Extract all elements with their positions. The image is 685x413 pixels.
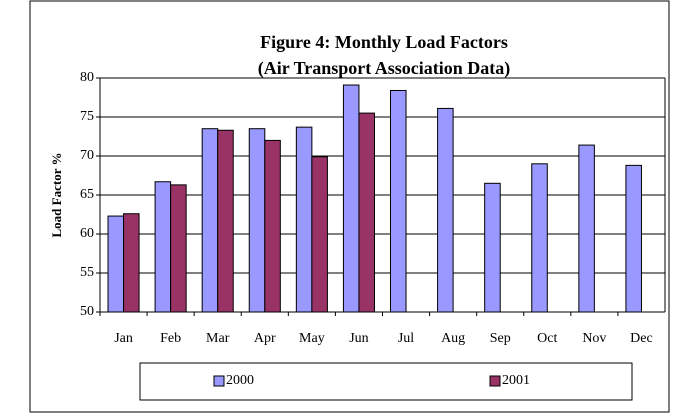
legend-label: 2000 [226, 373, 254, 388]
bar [217, 129, 234, 313]
bar [154, 181, 172, 313]
x-tick-label: Jun [349, 331, 368, 346]
bar [437, 107, 454, 313]
bar [264, 139, 281, 313]
legend-swatch [489, 375, 501, 387]
bar [342, 84, 360, 313]
y-tick-label: 50 [80, 304, 94, 319]
y-axis-label: Load Factor % [49, 153, 64, 238]
x-tick-label: Oct [537, 331, 557, 346]
x-tick-label: Jan [114, 331, 133, 346]
x-tick-label: Jul [398, 331, 414, 346]
bar [170, 184, 187, 313]
x-tick-label: Nov [582, 331, 606, 346]
bar [201, 128, 219, 313]
bar [248, 128, 266, 313]
y-tick-label: 60 [80, 226, 94, 241]
y-tick-label: 75 [80, 109, 94, 124]
x-tick-label: Dec [630, 331, 653, 346]
legend-swatch [213, 375, 225, 387]
y-tick-label: 80 [80, 70, 94, 85]
y-tick-label: 55 [80, 265, 94, 280]
x-tick-label: Sep [490, 331, 511, 346]
x-tick-label: Aug [441, 331, 465, 346]
bar [123, 213, 140, 313]
legend-label: 2001 [502, 373, 530, 388]
y-tick-label: 65 [80, 187, 94, 202]
bar [311, 156, 328, 313]
y-tick-label: 70 [80, 148, 94, 163]
bar [531, 163, 548, 313]
bar [358, 112, 375, 313]
bar [107, 215, 125, 313]
x-tick-label: Mar [206, 331, 230, 346]
chart-title: Figure 4: Monthly Load Factors [260, 32, 508, 52]
x-tick-label: May [299, 331, 325, 346]
bar [578, 144, 595, 313]
bar [625, 164, 642, 313]
bar [484, 182, 501, 313]
x-tick-label: Feb [160, 331, 181, 346]
chart-title: (Air Transport Association Data) [258, 58, 511, 79]
x-tick-label: Apr [254, 331, 276, 346]
bar [295, 126, 313, 313]
bar [390, 89, 407, 313]
